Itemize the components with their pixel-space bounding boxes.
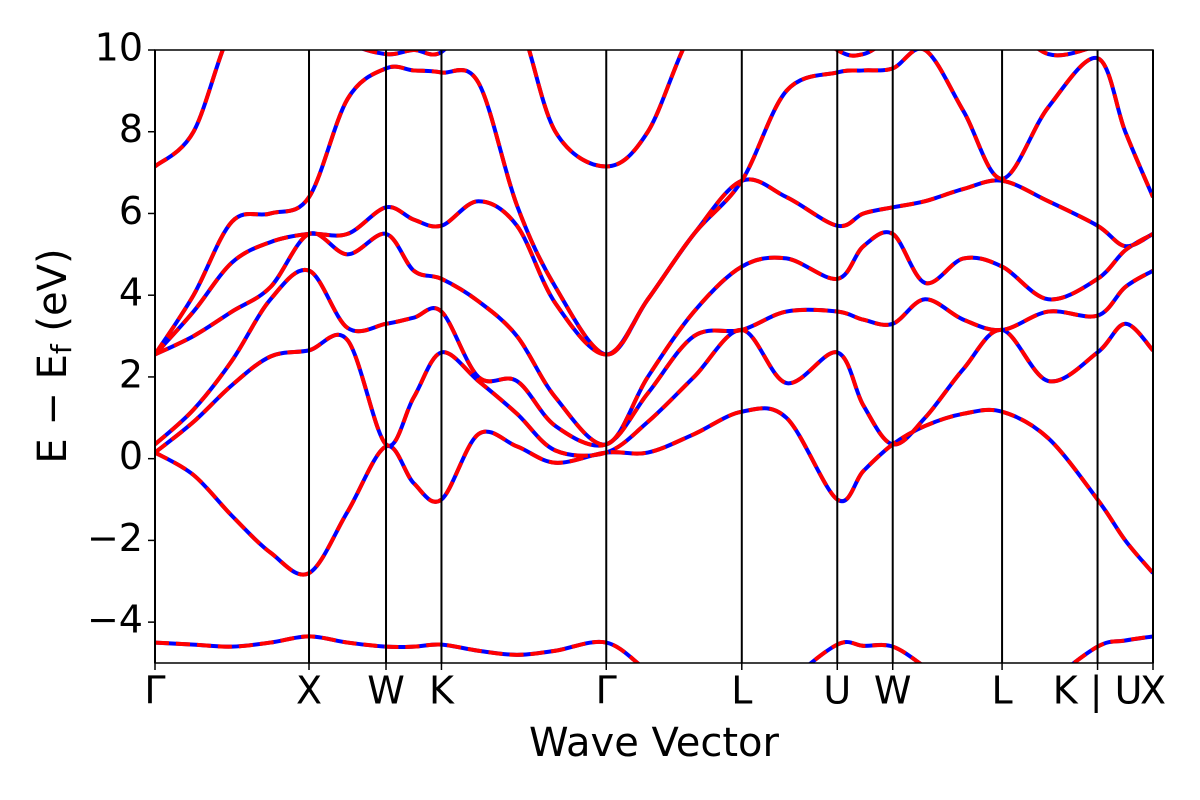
band-line: [155, 50, 1091, 169]
band-line: [155, 634, 1153, 663]
y-tick-label: 4: [119, 271, 143, 315]
y-tick-label: −2: [87, 516, 143, 560]
y-axis-label: E − Ef (eV): [30, 248, 78, 463]
band-line: [155, 406, 1153, 577]
x-tick-label: Γ: [144, 669, 165, 713]
band-line: [155, 267, 1153, 448]
band-line: [155, 230, 1153, 447]
band-line: [155, 321, 1153, 458]
y-label-unit: (eV): [30, 248, 76, 344]
band-line: [155, 406, 1153, 577]
y-label-sub: f: [45, 343, 78, 354]
y-tick-label: 6: [119, 189, 143, 233]
bands: [155, 50, 1153, 663]
x-tick-label: U: [823, 669, 851, 713]
band-line: [155, 64, 1153, 357]
y-tick-label: 0: [119, 434, 143, 478]
y-tick-label: 10: [95, 26, 143, 70]
band-line: [155, 267, 1153, 448]
band-line: [155, 50, 1091, 169]
band-line: [155, 64, 1153, 357]
x-tick-label: X: [296, 669, 322, 713]
y-label-main: E − E: [30, 354, 76, 464]
x-tick-label: L: [731, 669, 752, 713]
y-tick-label: 2: [119, 352, 143, 396]
y-tick-label: 8: [119, 107, 143, 151]
band-line: [155, 321, 1153, 458]
x-tick-label: K: [429, 669, 455, 713]
x-tick-label: X: [1140, 669, 1166, 713]
x-axis-label: Wave Vector: [529, 720, 780, 766]
x-tick-label: W: [367, 669, 405, 713]
x-tick-label: K | U: [1053, 669, 1143, 714]
x-tick-label: Γ: [596, 669, 617, 713]
x-tick-label: L: [991, 669, 1012, 713]
y-tick-label: −4: [87, 598, 143, 642]
plot-frame: [154, 49, 1154, 664]
x-tick-label: W: [874, 669, 912, 713]
